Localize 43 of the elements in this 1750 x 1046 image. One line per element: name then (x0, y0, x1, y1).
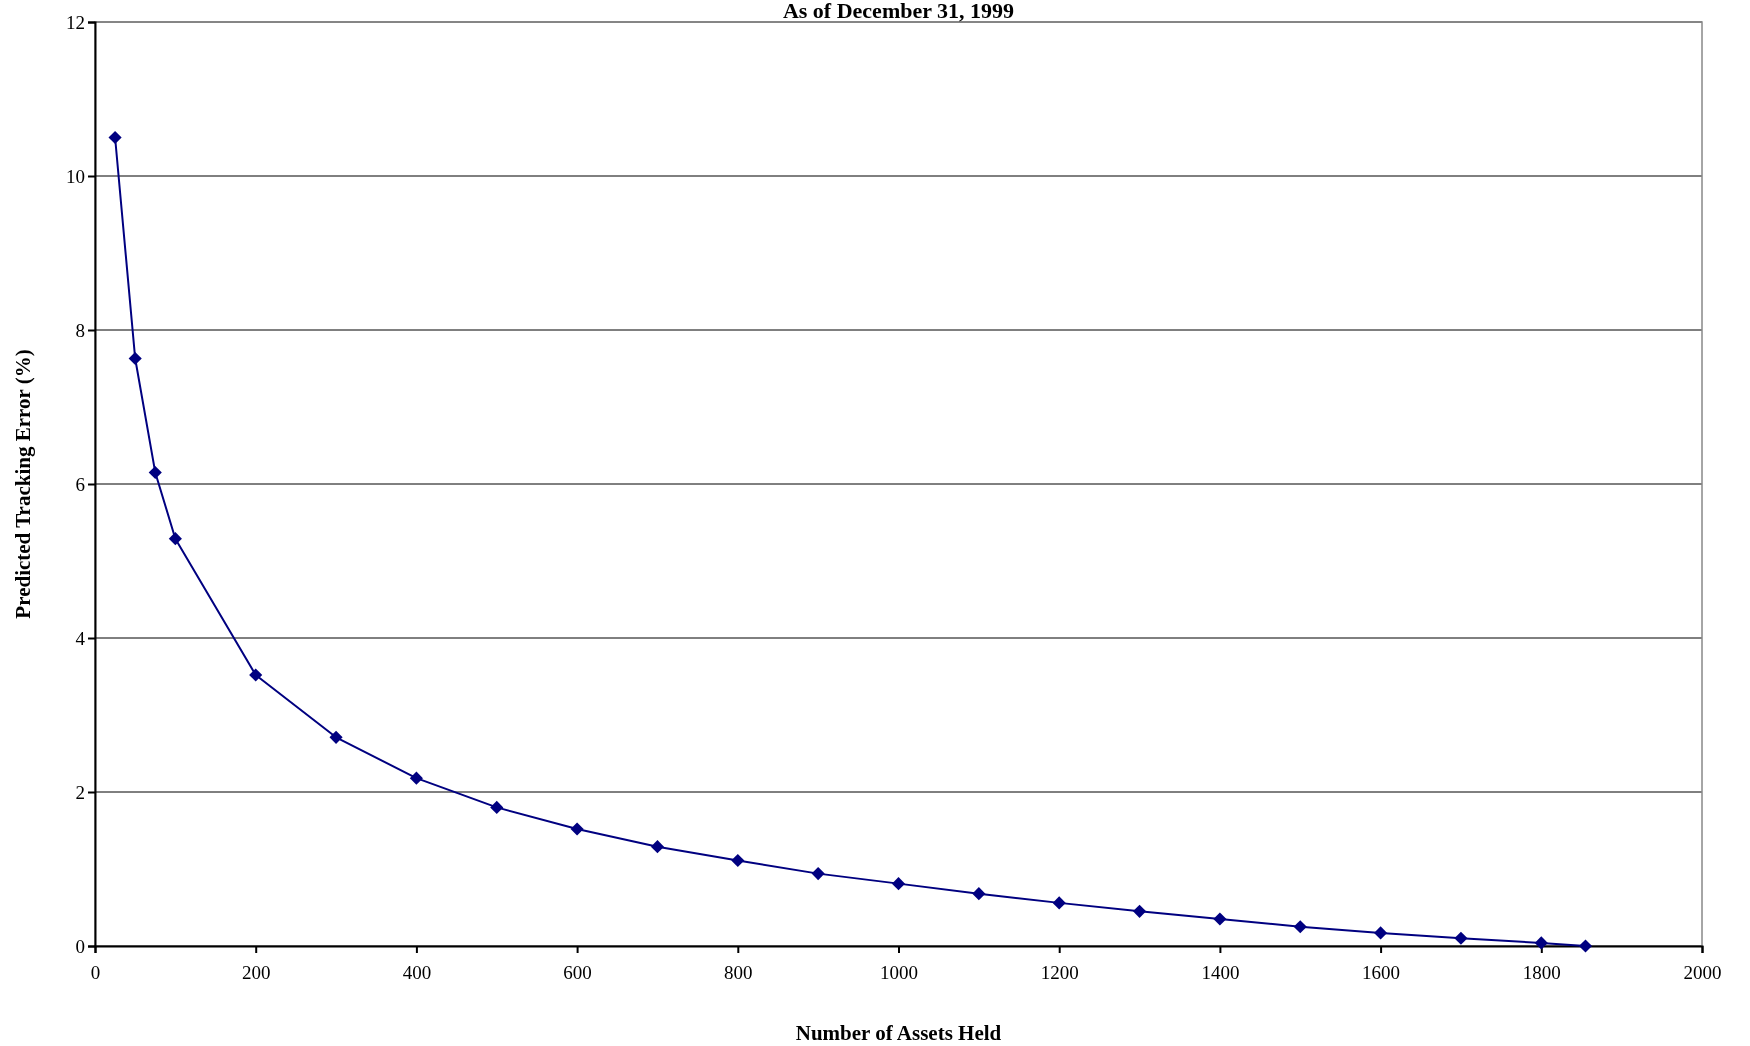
y-tick-label: 6 (75, 473, 85, 495)
point (1293, 920, 1307, 934)
point (128, 351, 142, 366)
point (1578, 939, 1593, 953)
x-axis-title: Number of Assets Held (795, 1021, 1002, 1045)
point (168, 532, 182, 546)
y-tick-label: 8 (75, 319, 85, 341)
point (148, 465, 162, 480)
point (490, 800, 504, 814)
point (1534, 936, 1548, 950)
x-tick-label: 200 (241, 961, 271, 983)
x-tick-label: 0 (90, 961, 101, 983)
x-tick-label: 1600 (1362, 961, 1401, 983)
x-tick-label: 1400 (1201, 961, 1240, 983)
point (1052, 896, 1066, 910)
y-axis-title: Predicted Tracking Error (%) (11, 349, 35, 619)
y-tick-label: 2 (75, 781, 85, 803)
point (570, 822, 584, 836)
x-tick-label: 1800 (1522, 961, 1561, 983)
chart-subtitle: As of December 31, 1999 (782, 0, 1015, 23)
point (972, 887, 986, 901)
y-tick-label: 10 (66, 165, 85, 187)
point (1213, 912, 1227, 926)
y-tick-label: 4 (75, 627, 86, 649)
point (249, 668, 263, 682)
point (108, 130, 122, 145)
point (650, 840, 665, 854)
point (409, 771, 423, 785)
x-tick-label: 600 (563, 961, 592, 983)
point (1454, 931, 1468, 945)
x-tick-label: 400 (402, 961, 432, 983)
point (811, 867, 825, 881)
x-tick-label: 800 (724, 961, 753, 983)
point (731, 853, 745, 868)
x-tick-label: 2000 (1683, 961, 1722, 983)
point (329, 730, 343, 744)
x-tick-label: 1000 (880, 961, 918, 983)
x-tick-label: 1200 (1040, 961, 1079, 983)
point (1132, 904, 1147, 918)
point (891, 877, 906, 891)
point (1374, 926, 1388, 940)
y-tick-label: 12 (66, 11, 85, 33)
y-tick-label: 0 (75, 935, 85, 957)
